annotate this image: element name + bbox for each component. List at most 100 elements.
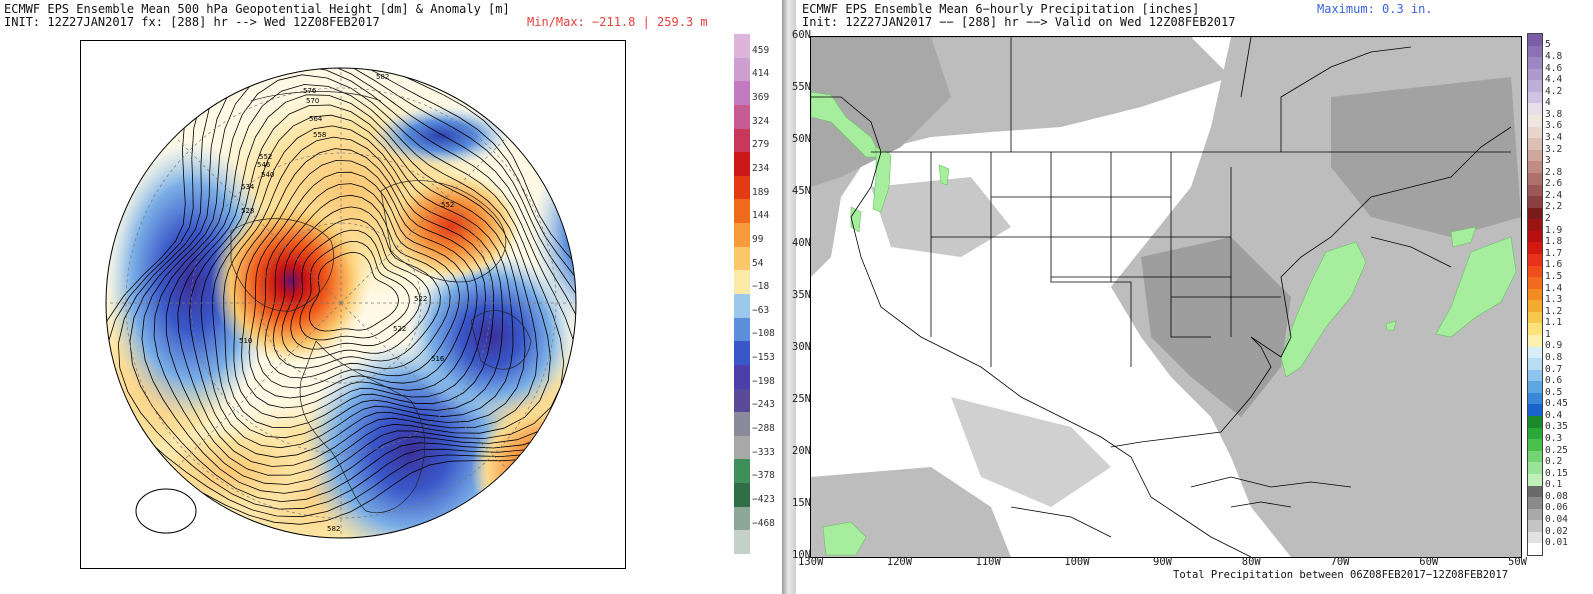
precip-colorbar-label: 1.2 (1545, 305, 1563, 317)
precip-colorbar-swatch (1528, 404, 1542, 417)
precip-colorbar-label: 0.6 (1545, 375, 1563, 387)
precip-colorbar-label: 0.7 (1545, 363, 1563, 375)
precip-colorbar-label: 0.2 (1545, 456, 1563, 468)
anomaly-colorbar-swatch (734, 57, 750, 82)
polar-height-map: 582 576 570 564 558 552 546 540 534 528 522 516 510 5… (80, 40, 626, 569)
right-subtitle: Init: 12Z27JAN2017 −− [288] hr −−> Valid… (802, 15, 1236, 29)
precip-colorbar-label: 0.5 (1545, 386, 1563, 398)
longitude-label: 60W (1419, 556, 1439, 568)
contour-value-label: 510 (239, 337, 252, 345)
precip-colorbar-swatch (1528, 531, 1542, 544)
height-contour (117, 68, 576, 510)
precip-colorbar-swatch (1528, 508, 1542, 521)
height-contour (212, 125, 503, 439)
height-contour (153, 74, 565, 485)
anomaly-colorbar-label: 54 (752, 257, 764, 269)
anomaly-colorbar-swatch (734, 412, 750, 437)
precip-colorbar-swatch (1528, 462, 1542, 475)
precip-colorbar-label: 1.5 (1545, 270, 1563, 282)
precip-colorbar-label: 2.8 (1545, 166, 1563, 178)
precip-colorbar-swatch (1528, 416, 1542, 429)
anomaly-colorbar-swatch (734, 128, 750, 153)
height-contour (129, 68, 576, 503)
longitude-label: 90W (1153, 556, 1172, 568)
anomaly-colorbar: 459 414 369 324 279 234 189 144 99 54 −18 −63 −108 −1… (734, 34, 775, 555)
height-anomaly-panel: ECMWF EPS Ensemble Mean 500 hPa Geopoten… (0, 0, 782, 594)
contour-value-label: 534 (241, 183, 255, 191)
height-contour (264, 194, 451, 379)
latitude-label: 10N (792, 549, 811, 561)
anomaly-colorbar-swatch (734, 459, 750, 484)
anomaly-colorbar-label: −468 (752, 517, 775, 529)
precip-colorbar-swatch (1528, 91, 1542, 104)
precip-colorbar-label: 1.1 (1545, 317, 1563, 329)
precip-colorbar-swatch (1528, 172, 1542, 185)
longitude-label: 120W (886, 556, 913, 568)
precip-colorbar-label: 0.04 (1545, 514, 1568, 526)
precip-panel: ECMWF EPS Ensemble Mean 6−hourly Precipi… (792, 0, 1593, 594)
height-contour (141, 68, 576, 494)
precip-colorbar-swatch (1528, 68, 1542, 81)
anomaly-colorbar-swatch (734, 81, 750, 106)
precip-colorbar-label: 4.8 (1545, 50, 1563, 62)
anomaly-colorbar-label: −108 (752, 328, 775, 340)
anomaly-colorbar-swatch (734, 388, 750, 413)
panel-divider (782, 0, 796, 594)
contour-value-label: 552 (441, 201, 454, 209)
precip-colorbar-swatch (1528, 277, 1542, 290)
precip-colorbar-swatch (1528, 485, 1542, 498)
precip-colorbar-swatch (1528, 323, 1542, 336)
anomaly-colorbar-swatch (734, 341, 750, 366)
precip-colorbar-swatch (1528, 34, 1542, 47)
latitude-label: 55N (792, 81, 811, 93)
precip-colorbar-swatch (1528, 196, 1542, 209)
precip-colorbar-swatch (1528, 184, 1542, 197)
anomaly-colorbar-swatch (734, 294, 750, 319)
latitude-label: 40N (792, 237, 811, 249)
height-contour (309, 252, 400, 332)
anomaly-colorbar-label: 459 (752, 44, 770, 56)
precip-colorbar-swatch (1528, 346, 1542, 359)
contour-value-label: 564 (309, 115, 323, 123)
precip-colorbar-label: 0.15 (1545, 467, 1568, 479)
precip-colorbar-label: 0.4 (1545, 409, 1563, 421)
precip-colorbar-swatch (1528, 230, 1542, 243)
precip-colorbar-swatch (1528, 473, 1542, 487)
anomaly-colorbar-strip (734, 34, 750, 555)
anomaly-colorbar-swatch (734, 364, 750, 390)
precip-colorbar-label: 2.6 (1545, 178, 1563, 190)
anomaly-colorbar-swatch (734, 317, 750, 342)
contour-value-label: 570 (306, 97, 319, 105)
precip-maximum: Maximum: 0.3 in. (1317, 2, 1433, 16)
latitude-label: 35N (792, 289, 811, 301)
longitude-label: 70W (1330, 556, 1350, 568)
precip-colorbar-label: 4.4 (1545, 74, 1563, 86)
precip-colorbar-swatch (1528, 138, 1542, 151)
precip-colorbar-swatch (1528, 219, 1542, 232)
height-contour (188, 104, 526, 458)
precip-colorbar-label: 3.8 (1545, 108, 1563, 120)
precip-colorbar-label: 0.25 (1545, 444, 1568, 456)
precip-colorbar-swatch (1528, 439, 1542, 452)
height-contour (248, 171, 470, 399)
anomaly-colorbar-label: 99 (752, 233, 764, 245)
anomaly-colorbar-label: 279 (752, 139, 770, 151)
polar-map-svg: 5825765705645585525465405345285225165105… (105, 67, 577, 539)
anomaly-colorbar-swatch (734, 435, 750, 460)
anomaly-colorbar-swatch (734, 506, 750, 531)
precip-colorbar-label: 3.4 (1545, 131, 1563, 143)
anomaly-colorbar-label: 369 (752, 92, 770, 104)
contour-value-label: 540 (261, 171, 274, 179)
precip-colorbar-label: 1.6 (1545, 259, 1563, 271)
precip-colorbar-swatch (1528, 311, 1542, 324)
longitude-label: 100W (1064, 556, 1090, 568)
precip-colorbar-label: 0.1 (1545, 479, 1563, 491)
anomaly-colorbar-label: −243 (752, 399, 775, 411)
precip-colorbar-swatch (1528, 207, 1542, 220)
precip-map (810, 36, 1522, 558)
precip-colorbar-label: 3 (1545, 155, 1551, 167)
latitude-label: 15N (792, 497, 811, 509)
precip-colorbar-label: 0.45 (1545, 398, 1568, 410)
left-title: ECMWF EPS Ensemble Mean 500 hPa Geopoten… (4, 2, 510, 16)
precip-colorbar-swatch (1528, 497, 1542, 510)
